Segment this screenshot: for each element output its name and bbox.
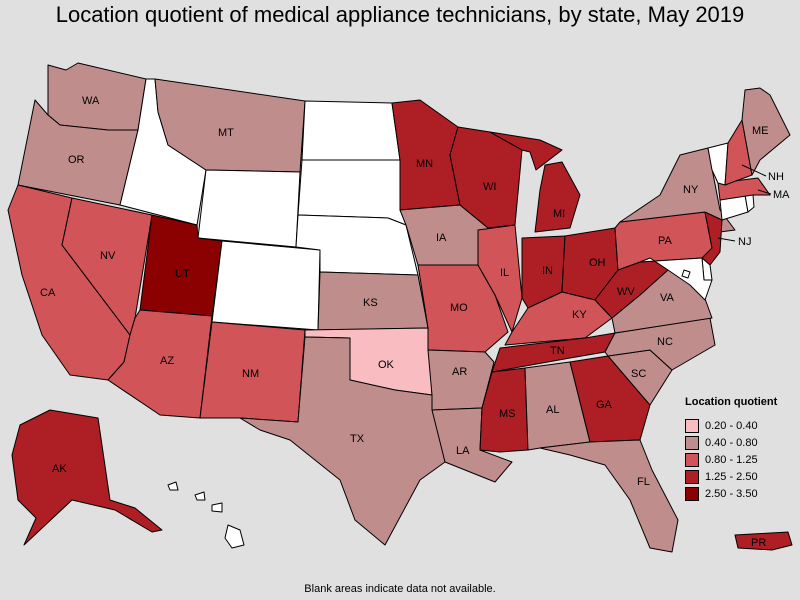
- state-GA[interactable]: [569, 355, 651, 443]
- legend-swatch: [685, 418, 699, 433]
- label-GA: GA: [596, 399, 613, 411]
- callout-line-nj: [717, 237, 736, 242]
- legend-label: 0.40 - 0.80: [705, 436, 758, 449]
- legend-label: 0.20 - 0.40: [705, 419, 758, 432]
- state-FL[interactable]: [539, 439, 679, 553]
- label-MS: MS: [499, 408, 516, 420]
- label-PA: PA: [658, 235, 673, 247]
- legend-item: 0.40 - 0.80: [685, 434, 795, 451]
- label-IL: IL: [500, 267, 509, 279]
- state-WY[interactable]: [197, 169, 301, 248]
- state-OR[interactable]: [17, 99, 139, 206]
- legend-items: 0.20 - 0.40 0.40 - 0.80 0.80 - 1.25 1.25 - …: [685, 417, 795, 502]
- label-ME: ME: [752, 125, 769, 137]
- legend-swatch: [685, 452, 699, 467]
- label-OR: OR: [68, 154, 85, 166]
- callout-lines: [717, 164, 772, 242]
- legend-item: 2.50 - 3.50: [685, 485, 795, 502]
- state-CO[interactable]: [211, 240, 321, 331]
- label-MN: MN: [416, 158, 433, 170]
- legend-title: Location quotient: [685, 396, 778, 408]
- label-AR: AR: [452, 366, 467, 378]
- label-OK: OK: [378, 359, 395, 371]
- label-KY: KY: [572, 309, 587, 321]
- label-OH: OH: [589, 257, 606, 269]
- label-PR: PR: [751, 537, 766, 549]
- label-WA: WA: [82, 95, 100, 107]
- label-KS: KS: [363, 297, 378, 309]
- state-DC[interactable]: [681, 269, 691, 279]
- legend: Location quotient 0.20 - 0.40 0.40 - 0.80…: [685, 396, 795, 502]
- label-CA: CA: [40, 287, 56, 299]
- label-IN: IN: [542, 265, 553, 277]
- callout-line-nh: [741, 164, 767, 177]
- label-WV: WV: [617, 286, 635, 298]
- label-AL: AL: [546, 404, 559, 416]
- label-WI: WI: [483, 181, 496, 193]
- state-labels: WA OR CA NV MT UT AZ NM KS OK TX MN IA M…: [40, 95, 790, 549]
- legend-swatch: [685, 486, 699, 501]
- label-AK: AK: [52, 463, 67, 475]
- label-IA: IA: [436, 232, 447, 244]
- label-NY: NY: [683, 184, 699, 196]
- footnote: Blank areas indicate data not available.: [304, 583, 496, 595]
- label-UT: UT: [175, 268, 190, 280]
- label-TN: TN: [550, 345, 565, 357]
- state-MI[interactable]: [489, 131, 581, 233]
- label-NJ: NJ: [738, 236, 751, 248]
- label-MT: MT: [218, 127, 234, 139]
- legend-label: 1.25 - 2.50: [705, 470, 758, 483]
- label-LA: LA: [456, 445, 470, 457]
- callout-line-ma: [757, 189, 772, 195]
- state-MD[interactable]: [639, 257, 713, 301]
- label-NM: NM: [242, 368, 259, 380]
- label-MO: MO: [450, 302, 468, 314]
- legend-swatch: [685, 435, 699, 450]
- legend-swatch: [685, 469, 699, 484]
- map-title: Location quotient of medical appliance t…: [55, 2, 745, 27]
- state-ND[interactable]: [301, 100, 401, 161]
- legend-item: 0.20 - 0.40: [685, 417, 795, 434]
- label-VA: VA: [660, 292, 675, 304]
- state-PR[interactable]: [734, 531, 793, 551]
- label-MI: MI: [553, 208, 565, 220]
- state-AK[interactable]: [11, 409, 163, 546]
- label-FL: FL: [637, 476, 650, 488]
- state-ME[interactable]: [741, 87, 791, 176]
- legend-label: 2.50 - 3.50: [705, 487, 758, 500]
- legend-label: 0.80 - 1.25: [705, 453, 758, 466]
- legend-item: 1.25 - 2.50: [685, 468, 795, 485]
- state-MA[interactable]: [717, 177, 771, 201]
- label-AZ: AZ: [160, 355, 174, 367]
- legend-item: 0.80 - 1.25: [685, 451, 795, 468]
- label-TX: TX: [350, 433, 365, 445]
- state-HI[interactable]: [167, 481, 245, 549]
- label-MA: MA: [773, 189, 790, 201]
- label-NV: NV: [100, 250, 116, 262]
- state-TX[interactable]: [239, 336, 446, 546]
- state-VT[interactable]: [707, 142, 729, 186]
- label-NH: NH: [768, 171, 784, 183]
- label-SC: SC: [631, 368, 646, 380]
- label-NC: NC: [657, 336, 673, 348]
